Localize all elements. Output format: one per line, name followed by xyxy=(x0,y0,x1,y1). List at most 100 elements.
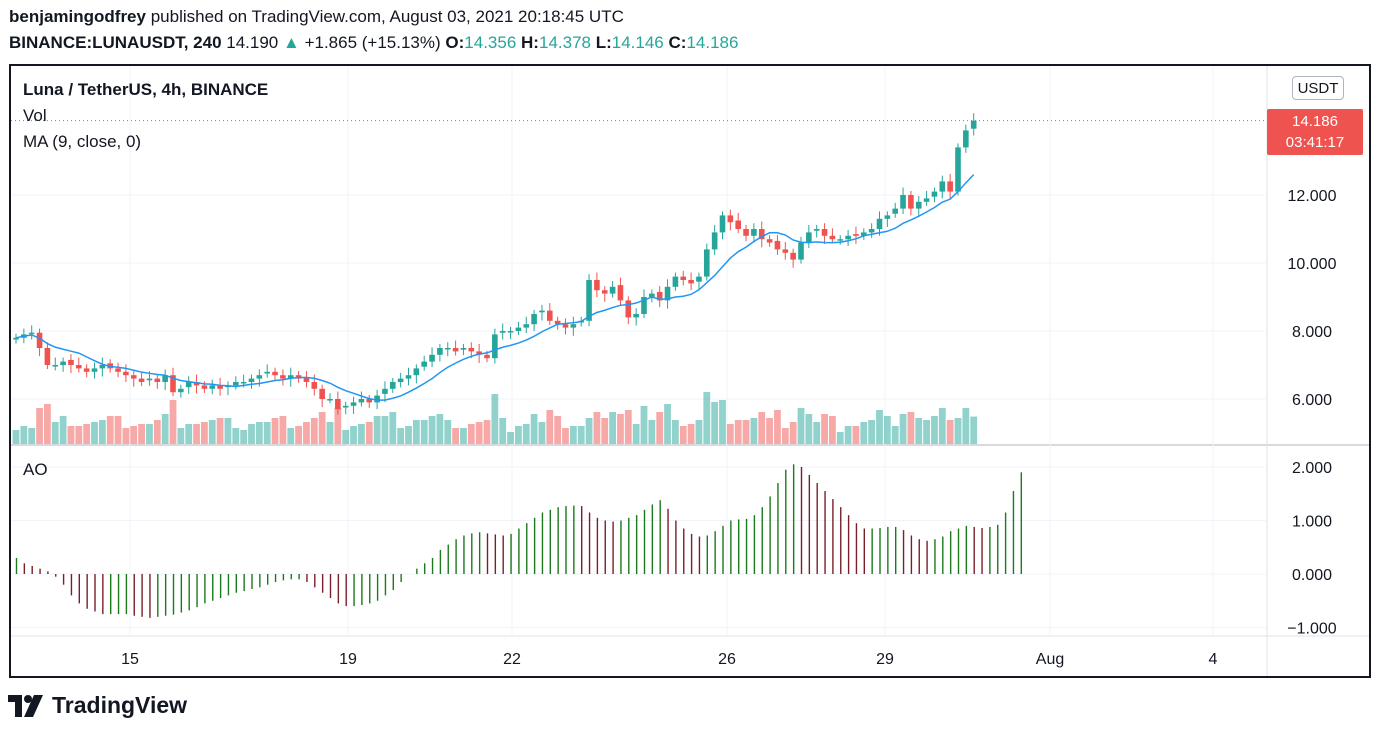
volume-bar xyxy=(632,424,640,444)
volume-bar xyxy=(569,426,577,444)
volume-bar xyxy=(585,418,593,444)
volume-bar xyxy=(216,418,224,444)
candle-body xyxy=(562,324,569,328)
candle-body xyxy=(138,378,145,382)
candle-body xyxy=(672,276,679,287)
currency-button[interactable]: USDT xyxy=(1292,76,1344,100)
candle-body xyxy=(829,235,836,240)
time-tick-label: 22 xyxy=(503,651,521,668)
low-value: 14.146 xyxy=(611,33,664,52)
candle-body xyxy=(287,375,294,379)
volume-bars xyxy=(12,392,978,444)
volume-bar xyxy=(656,412,664,444)
tradingview-logo-icon xyxy=(8,694,43,717)
volume-bar xyxy=(412,420,420,444)
volume-bar xyxy=(515,426,522,444)
candle-body xyxy=(758,229,765,240)
volume-bar xyxy=(130,426,138,444)
volume-bar xyxy=(138,424,145,444)
countdown-label: 03:41:17 xyxy=(1285,134,1345,151)
candle-body xyxy=(248,378,255,382)
volume-bar xyxy=(781,428,789,444)
volume-legend: Vol xyxy=(23,106,47,125)
current-price-label: 14.186 xyxy=(1292,113,1338,130)
volume-bar xyxy=(711,402,719,444)
candle-body xyxy=(476,351,482,355)
close-value: 14.186 xyxy=(686,33,739,52)
volume-bar xyxy=(106,416,114,444)
candle-body xyxy=(743,229,749,236)
candle-body xyxy=(727,215,734,223)
volume-bar xyxy=(664,404,671,444)
volume-bar xyxy=(813,422,821,444)
candle-body xyxy=(751,229,757,236)
symbol-info: BINANCE:LUNAUSDT, 240 14.190 ▲ +1.865 (+… xyxy=(9,33,738,53)
ao-tick-label: −1.000 xyxy=(1287,621,1336,638)
candle-body xyxy=(437,348,443,355)
high-value: 14.378 xyxy=(538,33,591,52)
candle-body xyxy=(91,368,98,372)
volume-bar xyxy=(766,418,773,444)
candle-body xyxy=(656,291,663,301)
candle-body xyxy=(162,375,168,382)
candle-body xyxy=(861,232,867,236)
volume-bar xyxy=(36,408,43,444)
candle-body xyxy=(821,229,828,236)
volume-bar xyxy=(954,418,962,444)
volume-bar xyxy=(844,426,852,444)
candle-body xyxy=(523,324,530,328)
candle-body xyxy=(641,297,647,314)
volume-bar xyxy=(499,418,507,444)
time-tick-label: Aug xyxy=(1036,651,1064,668)
time-tick-label: 15 xyxy=(121,651,139,668)
candle-body xyxy=(617,285,624,301)
volume-bar xyxy=(648,420,656,444)
volume-bar xyxy=(91,422,98,444)
candle-body xyxy=(492,334,498,359)
candle-body xyxy=(837,239,844,241)
candle-body xyxy=(900,195,906,209)
volume-bar xyxy=(224,418,232,444)
candle-body xyxy=(806,232,812,243)
volume-bar xyxy=(860,422,868,444)
volume-bar xyxy=(310,418,318,444)
candle-body xyxy=(178,388,184,393)
volume-bar xyxy=(507,432,514,444)
volume-bar xyxy=(365,422,373,444)
candle-body xyxy=(876,218,883,229)
candle-body xyxy=(68,359,74,365)
tradingview-footer[interactable]: TradingView xyxy=(8,692,187,719)
volume-bar xyxy=(232,428,240,444)
volume-bar xyxy=(436,414,444,444)
candle-body xyxy=(766,239,773,243)
volume-bar xyxy=(350,426,357,444)
volume-bar xyxy=(719,400,726,444)
volume-bar xyxy=(193,424,200,444)
candle-body xyxy=(397,378,404,382)
volume-bar xyxy=(460,428,467,444)
volume-bar xyxy=(146,424,153,444)
candle-body xyxy=(939,181,946,192)
volume-bar xyxy=(805,414,813,444)
volume-bar xyxy=(742,420,750,444)
candle-body xyxy=(499,331,506,333)
volume-bar xyxy=(279,416,287,444)
volume-bar xyxy=(271,418,279,444)
volume-bar xyxy=(75,426,83,444)
volume-bar xyxy=(758,412,766,444)
candle-body xyxy=(99,365,106,369)
ao-histogram xyxy=(15,464,1022,618)
volume-bar xyxy=(381,416,389,444)
time-tick-label: 19 xyxy=(339,651,357,668)
candle-body xyxy=(915,201,922,209)
volume-bar xyxy=(201,422,208,444)
volume-bar xyxy=(695,420,703,444)
current-price-tag: 14.186 03:41:17 xyxy=(1267,109,1363,155)
candle-body xyxy=(892,208,898,214)
candle-body xyxy=(60,361,66,365)
chart-frame[interactable] xyxy=(9,64,1371,678)
volume-bar xyxy=(672,420,679,444)
candle-body xyxy=(115,368,121,372)
candle-body xyxy=(531,314,537,325)
